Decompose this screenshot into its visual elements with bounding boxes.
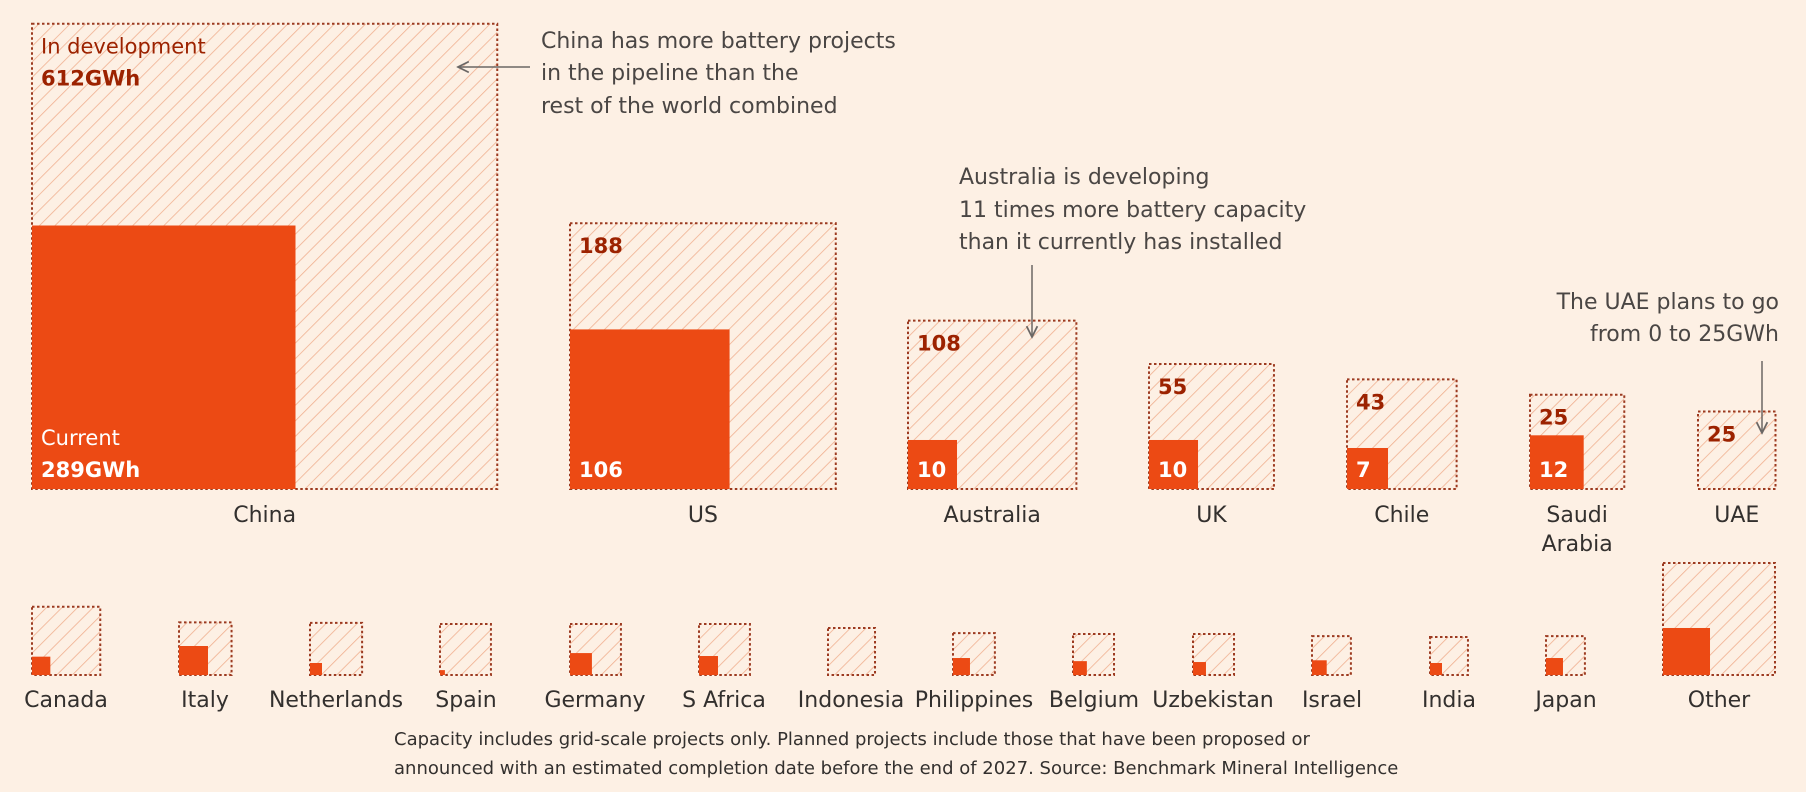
country-spain: Spain xyxy=(435,623,497,713)
country-label-india: India xyxy=(1422,688,1476,713)
country-label-philippines: Philippines xyxy=(915,688,1034,713)
current-square-uzbekistan xyxy=(1193,662,1206,675)
country-label-canada: Canada xyxy=(24,688,108,713)
current-value-uk: 10 xyxy=(1158,458,1187,482)
legend-development-label: In development xyxy=(41,35,206,59)
current-square-saudi-arabia xyxy=(1530,435,1584,489)
footer-line-1: Capacity includes grid-scale projects on… xyxy=(394,729,1311,750)
current-square-israel xyxy=(1312,660,1327,675)
country-label-indonesia: Indonesia xyxy=(798,688,904,713)
annotation-australia-line-1: Australia is developing xyxy=(959,165,1210,190)
annotation-uae: The UAE plans to go from 0 to 25GWh xyxy=(1556,290,1779,433)
annotation-uae-line-1: The UAE plans to go xyxy=(1556,290,1779,315)
country-saudi-arabia: 25 12 Saudi Arabia xyxy=(1529,393,1626,557)
country-label-germany: Germany xyxy=(544,688,645,713)
country-label-italy: Italy xyxy=(181,688,229,713)
development-value-china: 612GWh xyxy=(41,67,140,91)
country-s-africa: S Africa xyxy=(682,623,766,713)
current-square-uk xyxy=(1149,439,1199,489)
country-label-chile: Chile xyxy=(1374,503,1429,528)
development-square-india xyxy=(1429,636,1469,676)
country-label-uzbekistan: Uzbekistan xyxy=(1152,688,1274,713)
country-label-spain: Spain xyxy=(435,688,496,713)
current-square-spain xyxy=(440,670,445,675)
current-square-other xyxy=(1663,627,1711,675)
country-israel: Israel xyxy=(1302,635,1362,713)
country-belgium: Belgium xyxy=(1049,632,1139,713)
annotation-uae-line-2: from 0 to 25GWh xyxy=(1590,322,1779,347)
other-countries-row: Canada Italy Netherlands Spain Germany S Afri… xyxy=(24,562,1776,713)
country-uae: 25 UAE xyxy=(1697,410,1777,528)
current-value-saudi-arabia: 12 xyxy=(1539,458,1568,482)
country-label-s-africa: S Africa xyxy=(682,688,766,713)
current-square-s-africa xyxy=(699,656,718,675)
country-germany: Germany xyxy=(544,623,646,713)
current-square-germany xyxy=(570,653,592,675)
legend-current-label: Current xyxy=(41,426,120,450)
current-value-china: 289GWh xyxy=(41,458,140,482)
development-square-spain xyxy=(439,623,492,677)
country-label-uae: UAE xyxy=(1714,503,1759,528)
annotation-china-line-2: in the pipeline than the xyxy=(541,61,799,86)
country-other: Other xyxy=(1662,562,1776,713)
current-square-china xyxy=(32,225,296,489)
development-value-uk: 55 xyxy=(1158,375,1187,399)
current-square-india xyxy=(1430,662,1443,675)
annotation-australia: Australia is developing 11 times more ba… xyxy=(959,165,1306,337)
country-label-china: China xyxy=(233,503,296,528)
main-countries-row: In development 612GWh Current 289GWh China 18… xyxy=(31,22,1777,557)
annotation-china-line-1: China has more battery projects xyxy=(541,29,896,54)
country-label-other: Other xyxy=(1688,688,1751,713)
country-label-belgium: Belgium xyxy=(1049,688,1139,713)
development-value-saudi-arabia: 25 xyxy=(1539,406,1568,430)
country-uk: 55 10 UK xyxy=(1148,363,1275,528)
current-square-canada xyxy=(32,656,51,675)
country-uzbekistan: Uzbekistan xyxy=(1152,632,1274,713)
current-square-australia xyxy=(908,439,958,489)
current-square-belgium xyxy=(1073,661,1087,675)
development-value-us: 188 xyxy=(579,234,623,258)
country-australia: 108 10 Australia xyxy=(907,319,1078,528)
current-value-australia: 10 xyxy=(917,458,946,482)
country-us: 188 106 US xyxy=(569,222,837,528)
current-square-italy xyxy=(179,646,208,675)
country-italy: Italy xyxy=(178,621,233,713)
current-value-us: 106 xyxy=(579,458,623,482)
annotation-australia-line-3: than it currently has installed xyxy=(959,230,1282,255)
development-square-indonesia xyxy=(827,626,877,676)
country-philippines: Philippines xyxy=(915,632,1034,713)
current-value-chile: 7 xyxy=(1356,458,1371,482)
country-label-saudi-arabia-2: Arabia xyxy=(1542,532,1613,557)
country-netherlands: Netherlands xyxy=(269,621,403,713)
development-value-chile: 43 xyxy=(1356,390,1385,414)
country-label-us: US xyxy=(688,503,718,528)
footer-line-2: announced with an estimated completion d… xyxy=(394,758,1398,779)
development-value-australia: 108 xyxy=(917,332,961,356)
annotation-australia-line-2: 11 times more battery capacity xyxy=(959,198,1306,223)
country-label-israel: Israel xyxy=(1302,688,1362,713)
annotation-china-line-3: rest of the world combined xyxy=(541,94,838,119)
country-label-saudi-arabia-1: Saudi xyxy=(1546,503,1607,528)
current-square-philippines xyxy=(953,658,970,675)
country-indonesia: Indonesia xyxy=(798,626,904,713)
country-label-japan: Japan xyxy=(1533,688,1596,713)
country-label-netherlands: Netherlands xyxy=(269,688,403,713)
annotation-china: China has more battery projects in the p… xyxy=(458,29,896,119)
current-square-japan xyxy=(1546,658,1563,675)
country-china: In development 612GWh Current 289GWh China xyxy=(31,22,499,528)
country-label-australia: Australia xyxy=(944,503,1041,528)
current-square-us xyxy=(570,329,730,489)
country-japan: Japan xyxy=(1533,635,1597,713)
country-label-uk: UK xyxy=(1196,503,1227,528)
current-square-chile xyxy=(1347,447,1389,489)
development-value-uae: 25 xyxy=(1707,423,1736,447)
current-square-netherlands xyxy=(310,662,323,675)
country-india: India xyxy=(1422,636,1476,713)
country-canada: Canada xyxy=(24,605,108,713)
